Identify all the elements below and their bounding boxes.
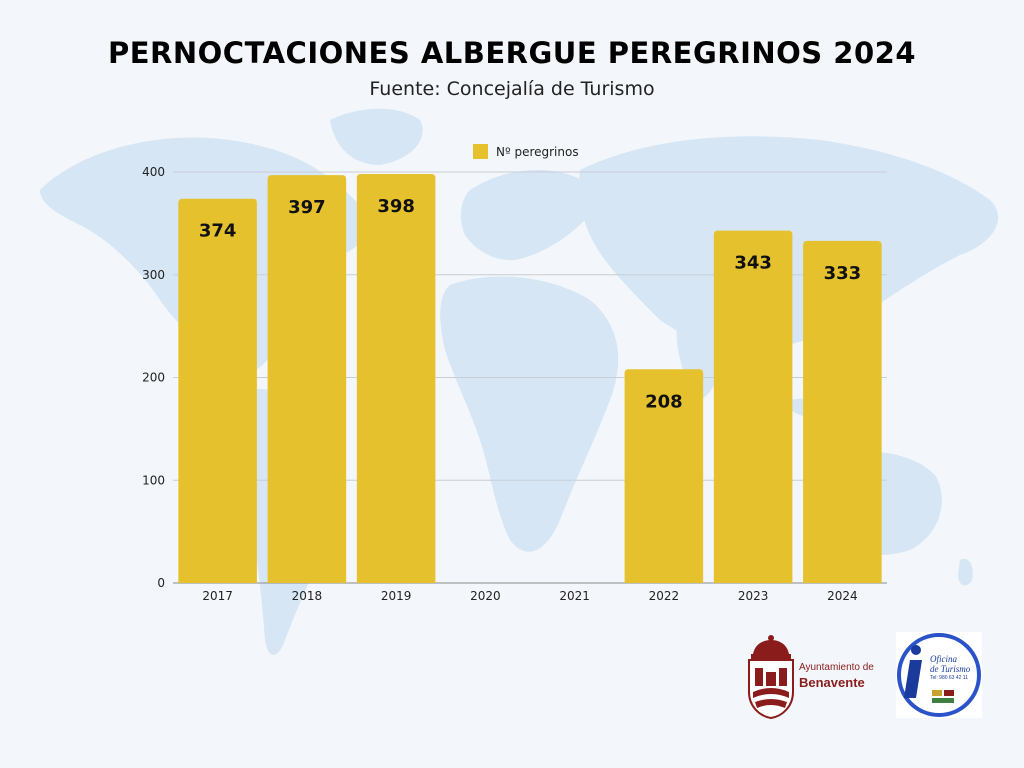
x-tick-label-2021: 2021 (559, 589, 590, 603)
data-label-2024: 333 (824, 263, 862, 284)
bar-2017 (178, 198, 257, 583)
x-tick-label-2019: 2019 (381, 589, 412, 603)
x-tick-label-2020: 2020 (470, 589, 501, 603)
info-icon (896, 632, 982, 718)
continent-greenland (330, 108, 423, 165)
legend-swatch (473, 144, 488, 159)
bar-2023 (713, 230, 793, 583)
y-tick-label: 200 (142, 371, 165, 385)
turismo-tel: Tel: 980 63 42 11 (930, 675, 968, 681)
benavente-line2: Benavente (799, 675, 865, 690)
chart-subtitle: Fuente: Concejalía de Turismo (369, 78, 655, 100)
data-label-2018: 397 (288, 197, 326, 218)
x-tick-label-2024: 2024 (827, 589, 858, 603)
data-label-2019: 398 (377, 196, 415, 217)
bar-2018 (267, 175, 347, 583)
benavente-line1: Ayuntamiento de (799, 662, 874, 673)
bar-2022 (624, 369, 704, 583)
legend-label: Nº peregrinos (496, 144, 579, 159)
y-tick-label: 100 (142, 473, 165, 487)
continent-africa (440, 276, 619, 552)
benavente-crest-icon (748, 635, 794, 720)
x-tick-label-2017: 2017 (202, 589, 233, 603)
x-tick-label-2022: 2022 (649, 589, 680, 603)
data-label-2017: 374 (199, 221, 237, 242)
data-label-2023: 343 (734, 253, 772, 274)
chart-legend: Nº peregrinos (473, 144, 579, 159)
bar-2019 (356, 174, 436, 583)
bar-2024 (803, 240, 882, 583)
y-tick-label: 300 (142, 268, 165, 282)
chart-title: PERNOCTACIONES ALBERGUE PEREGRINOS 2024 (107, 36, 917, 70)
x-tick-label-2023: 2023 (738, 589, 769, 603)
y-tick-label: 0 (157, 576, 165, 590)
x-tick-label-2018: 2018 (292, 589, 323, 603)
benavente-logo: Ayuntamiento de Benavente (745, 632, 895, 722)
data-label-2022: 208 (645, 391, 683, 412)
y-tick-label: 400 (142, 165, 165, 179)
continent-europe (460, 170, 595, 261)
oficina-turismo-logo: Oficina de Turismo Tel: 980 63 42 11 (896, 632, 982, 718)
continent-new-zealand (958, 558, 973, 586)
turismo-title: Oficina de Turismo (930, 654, 971, 674)
